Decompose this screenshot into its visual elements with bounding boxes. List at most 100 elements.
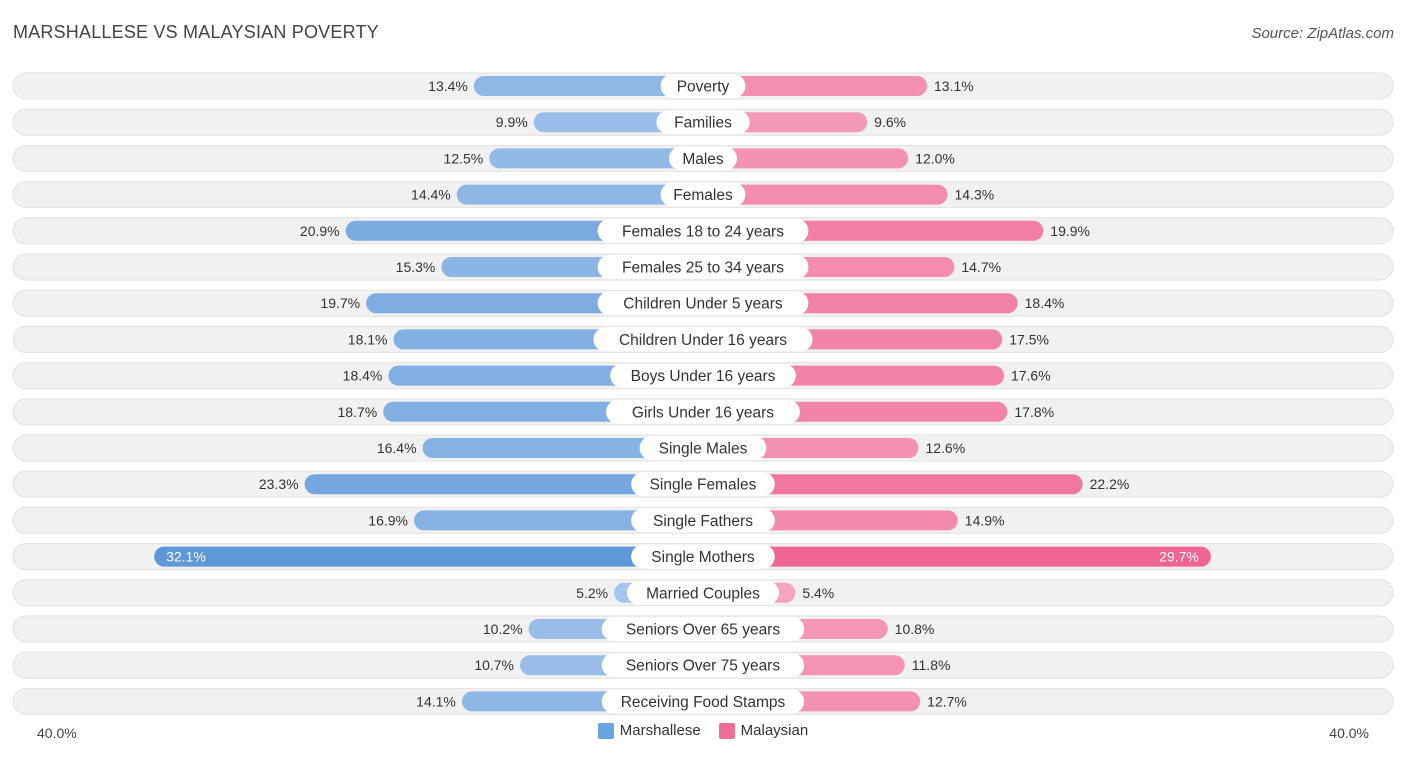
row-receiving-food-stamps: 14.1% 12.7% Receiving Food Stamps [12, 687, 1394, 715]
category-pill [597, 255, 809, 279]
category-label: Single Mothers [651, 549, 755, 566]
legend-label-marshallese: Marshallese [619, 722, 701, 739]
value-label-marshallese: 5.2% [576, 585, 608, 601]
category-label: Males [682, 151, 724, 168]
bar-malaysian[interactable] [703, 148, 909, 169]
category-pill [593, 327, 813, 352]
bar-malaysian[interactable] [703, 546, 1211, 567]
legend-swatch-malaysian [718, 722, 735, 739]
value-label-marshallese: 15.3% [396, 259, 436, 275]
category-pill [601, 653, 805, 678]
value-label-marshallese: 14.1% [416, 693, 456, 709]
category-label: Seniors Over 65 years [626, 622, 780, 639]
row-females-18-to-24-years: 20.9% 19.9% Females 18 to 24 years [12, 217, 1394, 245]
value-label-marshallese: 14.4% [411, 187, 451, 203]
value-label-malaysian: 18.4% [1025, 295, 1065, 311]
legend-item-malaysian[interactable]: Malaysian [718, 722, 809, 739]
bar-marshallese[interactable] [422, 438, 703, 458]
legend-item-marshallese[interactable]: Marshallese [597, 722, 701, 739]
category-label: Single Females [650, 477, 757, 494]
category-label: Boys Under 16 years [631, 368, 776, 385]
value-label-malaysian: 10.8% [895, 621, 935, 637]
value-label-malaysian: 14.3% [955, 187, 995, 203]
category-label: Girls Under 16 years [632, 404, 774, 421]
value-label-marshallese: 18.7% [338, 404, 378, 420]
category-pill [627, 580, 779, 605]
value-label-malaysian: 12.6% [925, 440, 965, 456]
value-label-malaysian: 9.6% [874, 114, 906, 130]
value-label-malaysian: 11.8% [912, 657, 951, 673]
bar-marshallese[interactable] [473, 76, 703, 96]
bar-marshallese[interactable] [154, 546, 704, 567]
value-label-malaysian: 12.0% [915, 150, 955, 166]
value-label-malaysian: 17.6% [1011, 368, 1051, 384]
value-label-marshallese: 23.3% [259, 476, 299, 492]
bar-marshallese[interactable] [414, 510, 703, 531]
value-label-marshallese: 10.7% [474, 657, 514, 673]
value-label-marshallese: 20.9% [300, 223, 340, 239]
source-note: Source: ZipAtlas.com [1251, 25, 1394, 42]
row-single-mothers: 32.1% 29.7% Single Mothers [12, 543, 1394, 571]
row-single-females: 23.3% 22.2% Single Females [12, 470, 1394, 498]
value-label-marshallese: 12.5% [444, 150, 484, 166]
value-label-marshallese: 18.4% [343, 368, 383, 384]
bar-malaysian[interactable] [703, 474, 1083, 495]
category-pill [601, 689, 805, 714]
legend: Marshallese Malaysian [0, 722, 1406, 739]
value-label-malaysian: 14.7% [961, 259, 1001, 275]
axis-left-label: 40.0% [37, 725, 77, 741]
category-label: Children Under 5 years [623, 296, 783, 313]
bar-marshallese[interactable] [304, 474, 703, 495]
value-label-malaysian: 22.2% [1090, 476, 1130, 492]
row-seniors-over-65-years: 10.2% 10.8% Seniors Over 65 years [12, 615, 1394, 643]
category-label: Receiving Food Stamps [621, 694, 786, 711]
row-children-under-16-years: 18.1% 17.5% Children Under 16 years [12, 325, 1394, 353]
category-label: Females [673, 187, 733, 204]
row-families: 9.9% 9.6% Families [12, 108, 1394, 136]
row-married-couples: 5.2% 5.4% Married Couples [12, 579, 1394, 607]
category-label: Females 18 to 24 years [622, 223, 784, 240]
value-label-marshallese: 18.1% [348, 331, 388, 347]
category-label: Seniors Over 75 years [626, 658, 780, 675]
row-males: 12.5% 12.0% Males [12, 144, 1394, 172]
axis-right-label: 40.0% [1329, 725, 1369, 741]
category-pill [597, 291, 809, 316]
category-pill [660, 182, 746, 207]
row-boys-under-16-years: 18.4% 17.6% Boys Under 16 years [12, 362, 1394, 390]
value-label-malaysian: 13.1% [934, 78, 974, 94]
value-label-marshallese: 16.9% [368, 512, 408, 528]
value-label-malaysian: 12.7% [927, 693, 967, 709]
value-label-malaysian: 19.9% [1050, 223, 1090, 239]
category-label: Single Males [659, 441, 748, 458]
bar-marshallese[interactable] [489, 148, 703, 169]
value-label-marshallese: 13.4% [428, 78, 468, 94]
category-label: Children Under 16 years [619, 332, 787, 349]
row-girls-under-16-years: 18.7% 17.8% Girls Under 16 years [12, 398, 1394, 426]
legend-label-malaysian: Malaysian [740, 722, 809, 739]
value-label-marshallese: 19.7% [320, 295, 360, 311]
category-pill [601, 617, 805, 641]
value-label-marshallese: 9.9% [496, 114, 528, 130]
category-pill [610, 363, 796, 388]
value-label-malaysian: 14.9% [965, 512, 1005, 528]
bar-marshallese[interactable] [456, 184, 703, 205]
category-pill [631, 508, 775, 533]
value-label-marshallese: 32.1% [166, 549, 206, 565]
value-label-malaysian: 29.7% [1159, 549, 1199, 565]
category-pill [669, 146, 737, 171]
chart-title: MARSHALLESE VS MALAYSIAN POVERTY [13, 22, 379, 42]
bar-malaysian[interactable] [703, 76, 928, 96]
value-label-malaysian: 17.8% [1014, 404, 1054, 420]
value-label-marshallese: 10.2% [483, 621, 523, 637]
category-label: Poverty [677, 79, 730, 96]
category-pill [631, 472, 775, 497]
row-single-fathers: 16.9% 14.9% Single Fathers [12, 506, 1394, 534]
category-pill [639, 436, 767, 460]
row-poverty: 13.4% 13.1% Poverty [12, 72, 1394, 100]
category-pill [631, 544, 775, 569]
category-label: Married Couples [646, 585, 760, 602]
row-seniors-over-75-years: 10.7% 11.8% Seniors Over 75 years [12, 651, 1394, 679]
value-label-malaysian: 17.5% [1009, 331, 1049, 347]
bar-malaysian[interactable] [703, 184, 948, 205]
